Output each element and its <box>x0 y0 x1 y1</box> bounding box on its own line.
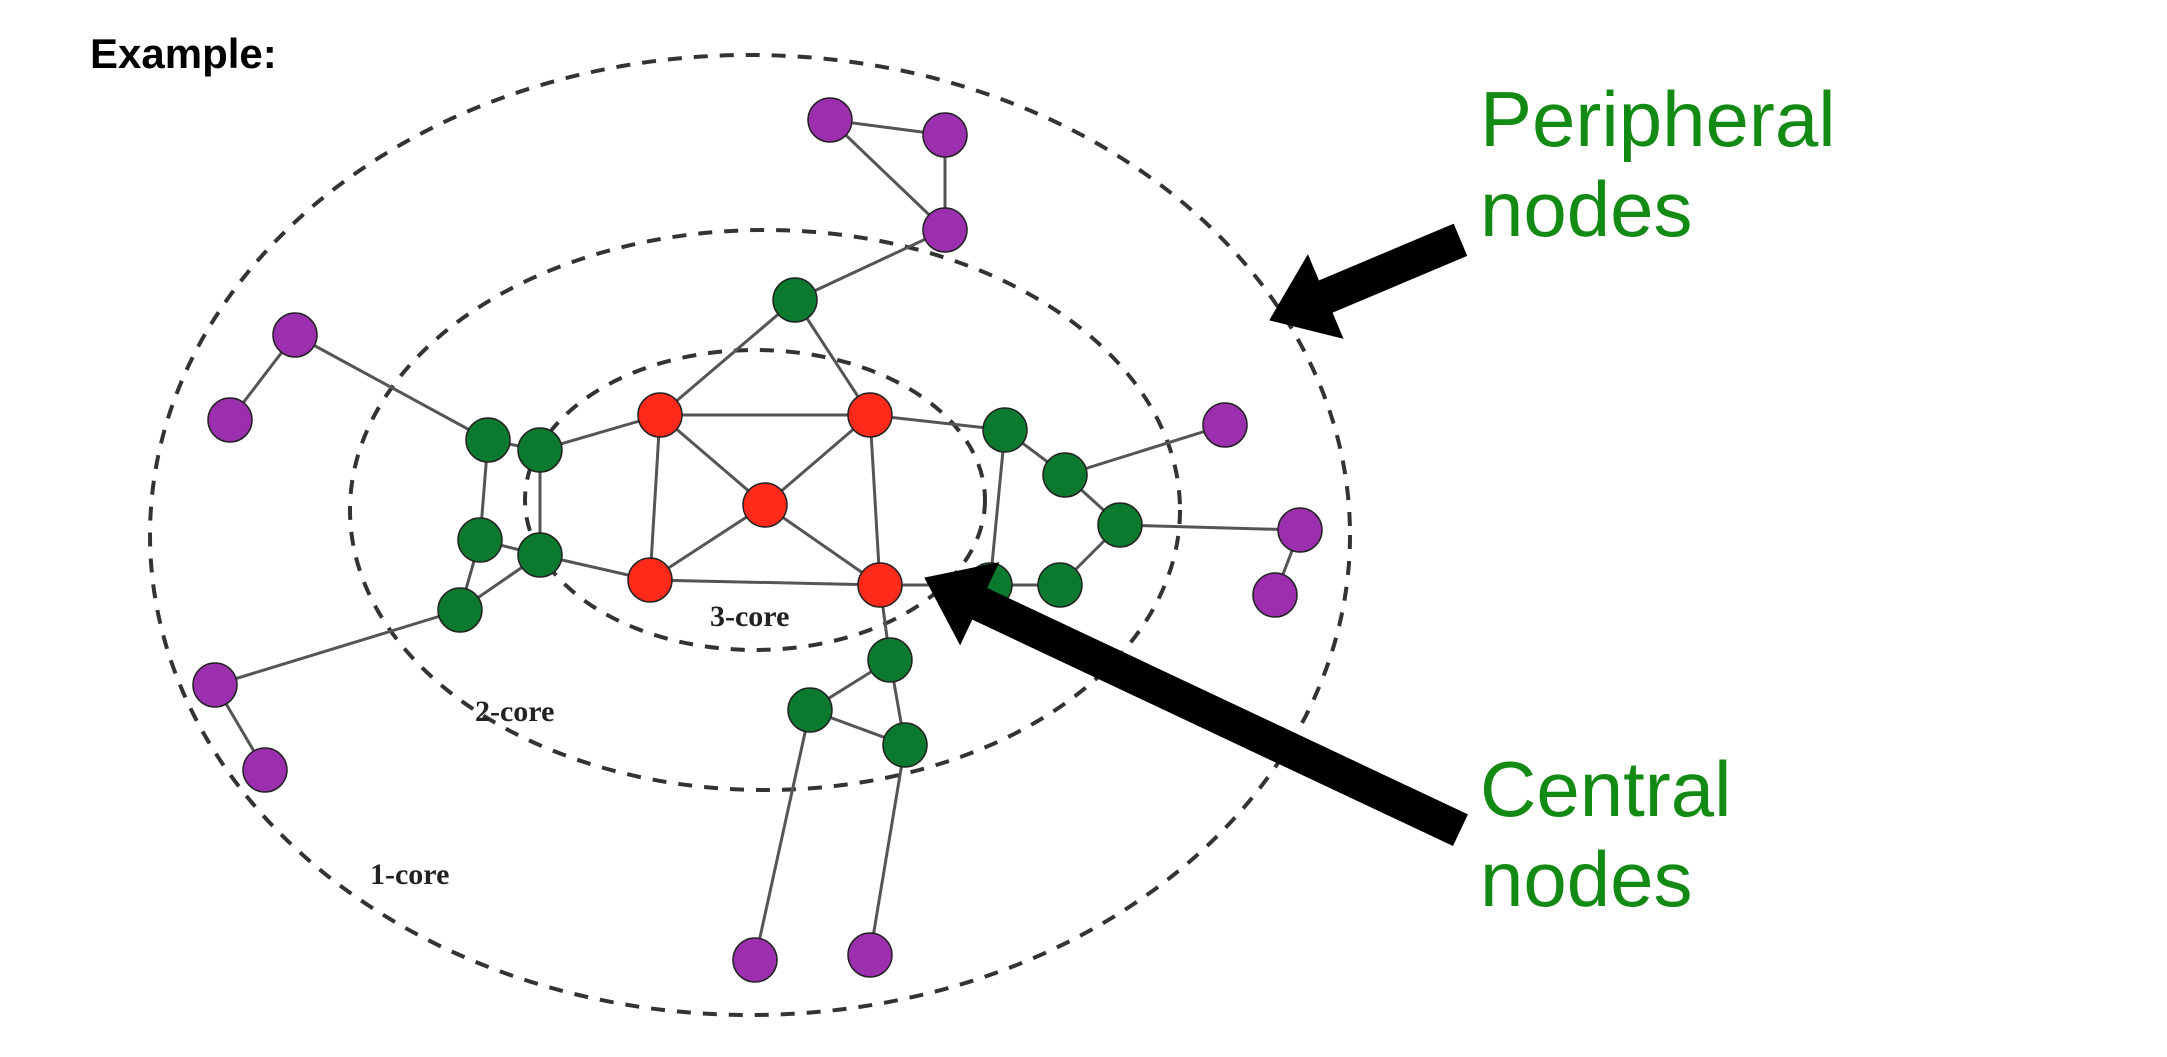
node-g7 <box>983 408 1027 452</box>
node-p11 <box>1253 573 1297 617</box>
node-g6 <box>438 588 482 632</box>
node-r4 <box>628 558 672 602</box>
node-r1 <box>638 393 682 437</box>
node-g8 <box>1043 453 1087 497</box>
edge-g1-p3 <box>795 230 945 300</box>
node-p2 <box>923 113 967 157</box>
node-p3 <box>923 208 967 252</box>
edge-g9-p12 <box>1120 525 1300 530</box>
node-g2 <box>466 418 510 462</box>
network-diagram-svg <box>0 0 2167 1057</box>
ellipse-core1 <box>150 55 1350 1015</box>
node-p6 <box>193 663 237 707</box>
node-g1 <box>773 278 817 322</box>
edge-g8-p10 <box>1065 425 1225 475</box>
edge-r1-r4 <box>650 415 660 580</box>
node-p10 <box>1203 403 1247 447</box>
diagram-canvas: Example: 3-core 2-core 1-core Peripheral… <box>0 0 2167 1057</box>
node-p8 <box>733 938 777 982</box>
peripheral-line2: nodes <box>1480 165 1836 255</box>
node-g4 <box>458 518 502 562</box>
node-r5 <box>858 563 902 607</box>
edge-g2-p4 <box>295 335 488 440</box>
edge-r1-g1 <box>660 300 795 415</box>
peripheral-line1: Peripheral <box>1480 75 1836 165</box>
node-g5 <box>518 533 562 577</box>
node-g3 <box>518 428 562 472</box>
node-p1 <box>808 98 852 142</box>
edge-g6-p6 <box>215 610 460 685</box>
node-g12 <box>868 638 912 682</box>
node-r2 <box>848 393 892 437</box>
central-line1: Central <box>1480 745 1731 835</box>
edge-r4-r5 <box>650 580 880 585</box>
arrow-peripheral <box>1270 224 1467 338</box>
node-g10 <box>1038 563 1082 607</box>
core1-label: 1-core <box>370 858 449 892</box>
edge-g7-g11 <box>990 430 1005 585</box>
central-annotation: Central nodes <box>1480 745 1731 924</box>
node-g9 <box>1098 503 1142 547</box>
node-p7 <box>243 748 287 792</box>
edge-r2-r5 <box>870 415 880 585</box>
node-g14 <box>883 723 927 767</box>
node-p5 <box>208 398 252 442</box>
arrow-central <box>925 563 1467 846</box>
edge-g13-p8 <box>755 710 810 960</box>
node-p9 <box>848 933 892 977</box>
node-r3 <box>743 483 787 527</box>
central-line2: nodes <box>1480 835 1731 925</box>
peripheral-annotation: Peripheral nodes <box>1480 75 1836 254</box>
node-g13 <box>788 688 832 732</box>
node-p4 <box>273 313 317 357</box>
node-p12 <box>1278 508 1322 552</box>
core2-label: 2-core <box>475 695 554 729</box>
core3-label: 3-core <box>710 600 789 634</box>
